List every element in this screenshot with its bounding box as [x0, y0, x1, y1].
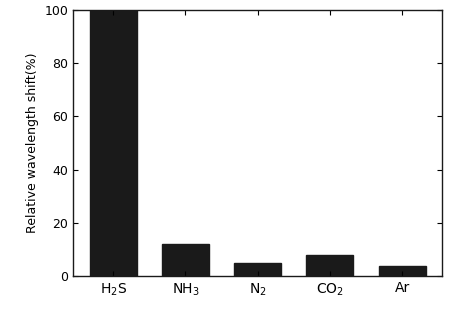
Bar	[162, 244, 208, 276]
Bar	[90, 10, 136, 276]
Bar	[306, 255, 353, 276]
Bar	[378, 266, 425, 276]
Y-axis label: Relative wavelength shift(%): Relative wavelength shift(%)	[25, 53, 39, 233]
Bar	[234, 263, 280, 276]
